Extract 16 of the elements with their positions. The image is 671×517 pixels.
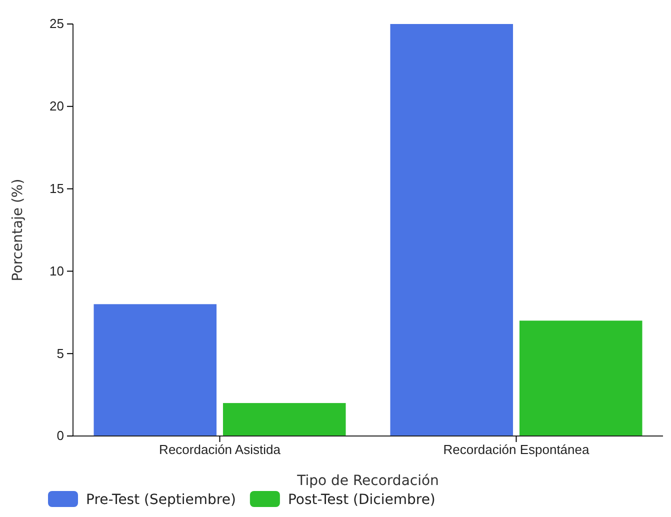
y-tick-label: 25 <box>50 16 64 32</box>
bar <box>94 304 217 436</box>
bar <box>390 24 514 436</box>
legend-label: Pre-Test (Septiembre) <box>86 492 236 508</box>
y-tick-label: 0 <box>56 428 64 444</box>
legend-label: Post-Test (Diciembre) <box>288 492 436 508</box>
bar <box>519 320 642 436</box>
bar <box>222 403 346 436</box>
x-axis-title: Tipo de Recordación <box>296 473 439 489</box>
y-tick-label: 5 <box>56 346 64 361</box>
x-tick-label: Recordación Espontánea <box>443 442 590 458</box>
y-tick-label: 10 <box>50 263 64 278</box>
y-tick-label: 15 <box>50 180 64 196</box>
x-tick-label: Recordación Asistida <box>159 442 282 458</box>
y-tick-label: 20 <box>50 98 64 114</box>
y-axis-title: Porcentaje (%) <box>10 178 26 282</box>
